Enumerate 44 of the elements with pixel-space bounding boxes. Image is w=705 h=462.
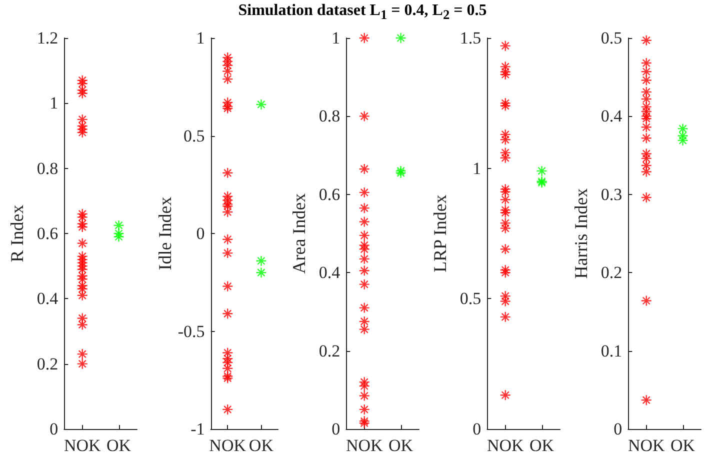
x-tick-label: OK [106,436,132,455]
y-tick-label: 0.5 [184,126,205,146]
y-tick-label: 0.3 [600,184,622,204]
y-tick-label: -0.5 [178,322,205,341]
y-axis-title: Area Index [289,193,309,274]
x-tick-label: NOK [209,436,247,455]
y-tick-label: 0 [332,420,340,438]
y-tick-label: 0.5 [460,289,482,308]
y-tick-label: 0.2 [36,354,58,374]
x-tick-label: OK [388,436,414,455]
y-tick-label: -1 [190,420,205,438]
y-tick-label: 0.2 [600,263,622,282]
x-tick-label: OK [530,436,555,455]
y-tick-label: 0 [614,420,622,438]
y-tick-label: 0.4 [600,106,623,126]
y-tick-label: 0 [50,420,58,438]
y-tick-label: 1.2 [36,28,58,48]
y-tick-label: 0.6 [36,224,58,243]
y-tick-label: 1 [50,94,58,113]
y-axis-title: Harris Index [571,188,591,279]
y-tick-label: 1 [332,28,340,48]
y-tick-label: 0 [472,420,482,438]
y-tick-label: 1 [196,28,205,48]
y-tick-label: 0.8 [318,106,340,126]
y-axis-title: LRP Index [430,194,450,272]
y-axis-title: R Index [7,204,27,262]
y-axis-title: Idle Index [155,196,175,270]
y-tick-label: 0 [196,224,205,243]
x-tick-label: NOK [628,436,666,455]
y-tick-label: 0.1 [600,341,622,360]
x-tick-label: NOK [346,436,384,455]
x-tick-label: OK [248,436,274,455]
chart-title: Simulation dataset L$_{1}$ = 0.4, L$_{2}$ = 0.5 [237,2,488,24]
y-tick-label: 1.5 [460,28,482,48]
y-tick-label: 1 [472,158,482,178]
x-tick-label: NOK [64,436,102,455]
y-tick-label: 0.8 [36,158,58,178]
y-tick-label: 0.6 [318,184,340,204]
y-tick-label: 0.4 [318,263,341,282]
y-tick-label: 0.5 [600,28,622,48]
y-tick-label: 0.4 [36,289,59,308]
x-tick-label: NOK [486,436,524,455]
x-tick-label: OK [670,436,696,455]
y-tick-label: 0.2 [318,341,340,360]
